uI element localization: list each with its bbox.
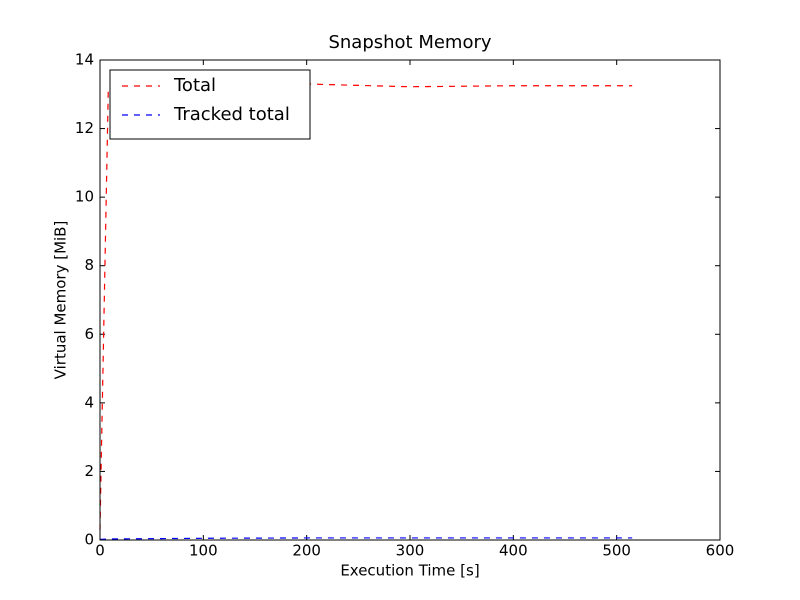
x-tick-label: 200 bbox=[292, 542, 321, 560]
y-axis-label: Virtual Memory [MiB] bbox=[52, 221, 70, 380]
plot-frame bbox=[99, 59, 721, 541]
y-tick-label: 0 bbox=[84, 531, 94, 549]
y-tick-label: 2 bbox=[84, 462, 94, 480]
x-tick-label: 0 bbox=[95, 542, 105, 560]
y-tick-label: 12 bbox=[75, 119, 94, 137]
x-axis-label: Execution Time [s] bbox=[340, 562, 479, 580]
data-line bbox=[99, 83, 633, 530]
legend-label: Tracked total bbox=[173, 104, 290, 125]
x-tick-label: 300 bbox=[396, 542, 425, 560]
data-line bbox=[99, 537, 633, 541]
x-tick-label: 500 bbox=[602, 542, 631, 560]
x-tick-label: 600 bbox=[706, 542, 735, 560]
y-tick-label: 6 bbox=[84, 325, 94, 343]
x-tick-label: 400 bbox=[499, 542, 528, 560]
x-tick-label: 100 bbox=[189, 542, 218, 560]
legend-box bbox=[109, 69, 311, 140]
y-tick-label: 10 bbox=[75, 188, 94, 206]
y-tick-label: 14 bbox=[75, 51, 94, 69]
y-tick-label: 4 bbox=[84, 393, 94, 411]
legend-label: Total bbox=[173, 75, 216, 96]
chart-title: Snapshot Memory bbox=[328, 32, 491, 53]
y-tick-label: 8 bbox=[84, 256, 94, 274]
